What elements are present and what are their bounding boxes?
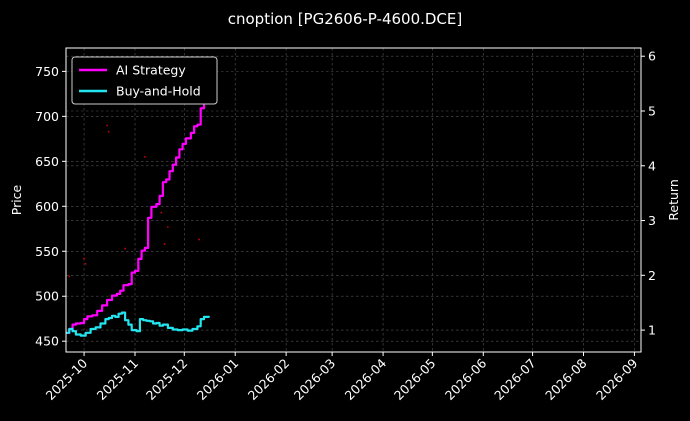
scatter-point xyxy=(166,226,169,228)
y2-tick-label: 2 xyxy=(648,268,656,283)
legend: AI Strategy Buy-and-Hold xyxy=(71,56,218,105)
y-tick-label: 650 xyxy=(35,154,59,169)
y2-tick-label: 3 xyxy=(648,213,656,228)
y2-tick-label: 5 xyxy=(648,103,656,118)
y-tick-label: 500 xyxy=(35,289,59,304)
legend-label-buy-and-hold: Buy-and-Hold xyxy=(116,84,201,99)
y2-tick-label: 1 xyxy=(648,323,656,338)
legend-label-ai-strategy: AI Strategy xyxy=(116,63,186,78)
y-tick-label: 600 xyxy=(35,199,59,214)
scatter-point xyxy=(107,130,110,133)
series-layer xyxy=(66,61,212,337)
y2-axis-title: Return xyxy=(666,179,681,220)
scatter-point xyxy=(124,247,127,250)
scatter-point xyxy=(163,243,166,245)
chart-title: cnoption [PG2606-P-4600.DCE] xyxy=(228,10,463,28)
scatter-layer xyxy=(68,124,200,278)
series-line-ai-strategy xyxy=(66,61,212,334)
scatter-point xyxy=(160,211,163,214)
y-tick-label: 450 xyxy=(35,334,59,349)
scatter-point xyxy=(84,262,87,265)
series-line-buy-and-hold xyxy=(66,311,210,337)
grid xyxy=(66,48,641,352)
y-tick-label: 750 xyxy=(35,64,59,79)
y-tick-label: 550 xyxy=(35,244,59,259)
scatter-point xyxy=(83,257,85,260)
y-axis-right: 1 2 3 4 5 6 xyxy=(641,49,656,338)
y-axis-title: Price xyxy=(9,184,24,215)
scatter-point xyxy=(143,155,146,158)
scatter-point xyxy=(106,124,108,127)
y2-tick-label: 6 xyxy=(648,49,656,64)
y-axis-left: 450 500 550 600 650 700 750 xyxy=(35,64,66,349)
legend-box xyxy=(71,56,218,105)
scatter-point xyxy=(198,238,200,241)
plot-frame xyxy=(65,47,642,353)
scatter-point xyxy=(68,275,71,278)
y2-tick-label: 4 xyxy=(648,158,656,173)
y-tick-label: 700 xyxy=(35,109,59,124)
